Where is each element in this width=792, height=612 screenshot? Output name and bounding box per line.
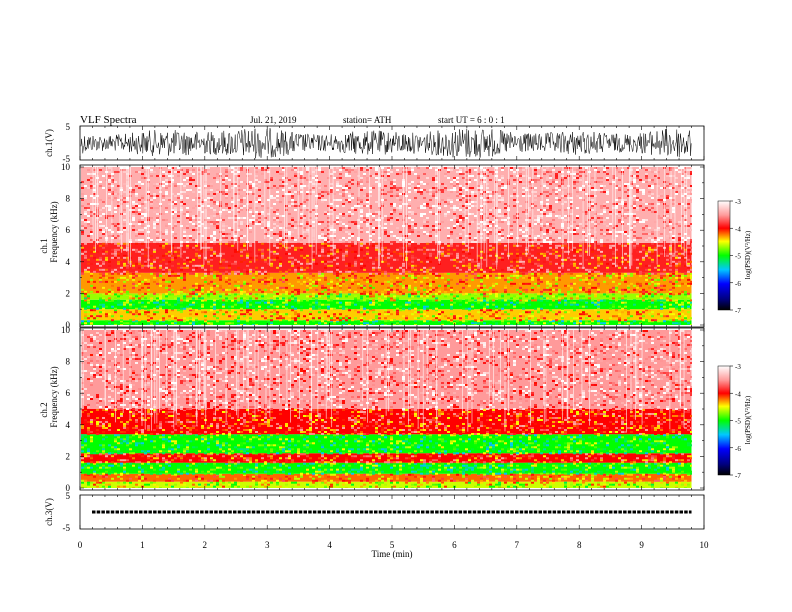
ch1-ytick-bottom: -5 xyxy=(63,154,71,164)
ch1-colorbar-tick--7: -7 xyxy=(735,307,741,315)
ch1-ytick-label-4: 4 xyxy=(66,257,71,267)
ch1-colorbar-tick--5: -5 xyxy=(735,253,741,261)
ch1-x-ticks xyxy=(79,126,705,160)
station-label: station= ATH xyxy=(343,115,392,125)
ch3-waveform-panel: 5 -5 ch.3(V) xyxy=(44,491,705,533)
ch1-spec-ylabel: ch.1 xyxy=(39,238,49,253)
ch3-waveform-ylabel: ch.3(V) xyxy=(44,498,54,526)
ch1-ytick-label-6: 6 xyxy=(66,225,71,235)
ch1-colorbar-ticks: -3 -4 -5 -6 -7 xyxy=(730,198,741,315)
ch2-spec-ylabel: ch.2 xyxy=(39,402,49,417)
spec2-band-2 xyxy=(81,462,692,474)
x-axis-tick-labels: 0 1 2 3 4 5 6 7 8 9 10 xyxy=(78,540,709,550)
ch1-ytick-top: 5 xyxy=(66,122,71,132)
ch3-ytick-bottom: -5 xyxy=(63,523,71,533)
ch2-ytick-label-2: 2 xyxy=(66,451,71,461)
x-tick-label-8: 8 xyxy=(577,540,582,550)
ch1-colorbar-label: log(PSD)(V²/Hz) xyxy=(744,230,752,279)
ch1-spectrogram-panel: 0 2 4 6 8 10 ch.1 Frequency (kHz) xyxy=(39,162,705,330)
ch1-waveform-trace xyxy=(80,128,692,159)
ch2-colorbar: -3 -4 -5 -6 -7 log(PSD)(V²/Hz) xyxy=(717,363,752,480)
ch2-spec-ylabel-freq: Frequency (kHz) xyxy=(49,366,59,427)
ch1-ytick-label-0: 0 xyxy=(66,320,71,330)
ch2-ytick-label-10: 10 xyxy=(61,325,71,335)
x-tick-label-0: 0 xyxy=(78,540,83,550)
ch3-ytick-top: 5 xyxy=(66,491,71,501)
ch2-colorbar-tick--7: -7 xyxy=(735,472,741,480)
ch3-x-ticks xyxy=(79,495,705,529)
x-axis-label: Time (min) xyxy=(372,549,413,559)
spec1-band-2 xyxy=(81,299,692,310)
ch1-time-ticks xyxy=(79,165,705,327)
ch1-colorbar-tick--6: -6 xyxy=(735,280,741,288)
ch1-freq-ticks: 0 2 4 6 8 10 xyxy=(61,162,704,330)
ch1-ytick-label-2: 2 xyxy=(66,288,71,298)
x-tick-label-4: 4 xyxy=(327,540,332,550)
x-tick-label-3: 3 xyxy=(265,540,270,550)
spec2-band-1 xyxy=(81,473,692,482)
ch1-spec-ylabel-freq: Frequency (kHz) xyxy=(49,201,59,262)
x-tick-label-9: 9 xyxy=(639,540,644,550)
ch1-colorbar: -3 -4 -5 -6 -7 log(PSD)(V²/Hz) xyxy=(717,198,752,315)
start-ut-label: start UT = 6 : 0 : 1 xyxy=(438,115,505,125)
ch2-colorbar-tick--5: -5 xyxy=(735,418,741,426)
ch2-ytick-label-8: 8 xyxy=(66,357,71,367)
x-tick-label-10: 10 xyxy=(700,540,710,550)
ch2-ytick-label-4: 4 xyxy=(66,420,71,430)
ch2-time-ticks xyxy=(79,328,705,490)
ch2-colorbar-ticks: -3 -4 -5 -6 -7 xyxy=(730,363,741,480)
ch1-ytick-label-8: 8 xyxy=(66,194,71,204)
ch2-spectrogram-panel: 0 2 4 6 8 10 ch.2 Frequency (kHz) xyxy=(39,325,705,493)
ch1-waveform-path xyxy=(80,128,692,159)
spec1-band-0 xyxy=(81,320,692,325)
ch2-ytick-label-6: 6 xyxy=(66,388,71,398)
ch2-colorbar-tick--3: -3 xyxy=(735,363,741,371)
ch1-waveform-panel: 5 -5 ch.1(V) xyxy=(44,122,705,164)
ch1-spectrogram-image xyxy=(81,167,692,325)
ch1-ytick-label-10: 10 xyxy=(61,162,71,172)
ch2-colorbar-tick--4: -4 xyxy=(735,390,741,398)
ch2-colorbar-tick--6: -6 xyxy=(735,445,741,453)
x-tick-label-1: 1 xyxy=(140,540,145,550)
x-tick-label-6: 6 xyxy=(452,540,457,550)
ch1-waveform-ylabel: ch.1(V) xyxy=(44,129,54,157)
spec2-band-3 xyxy=(81,453,692,463)
ch2-freq-ticks: 0 2 4 6 8 10 xyxy=(61,325,704,493)
date-label: Jul. 21, 2019 xyxy=(250,115,297,125)
x-tick-label-5: 5 xyxy=(390,540,395,550)
figure-title: VLF Spectra xyxy=(80,114,137,126)
ch2-ytick-label-0: 0 xyxy=(66,483,71,493)
ch1-colorbar-tick--4: -4 xyxy=(735,225,741,233)
ch2-spectrogram-image xyxy=(81,330,692,488)
x-tick-label-7: 7 xyxy=(515,540,520,550)
ch2-colorbar-label: log(PSD)(V²/Hz) xyxy=(744,395,752,444)
x-tick-label-2: 2 xyxy=(203,540,208,550)
ch1-colorbar-tick--3: -3 xyxy=(735,198,741,206)
